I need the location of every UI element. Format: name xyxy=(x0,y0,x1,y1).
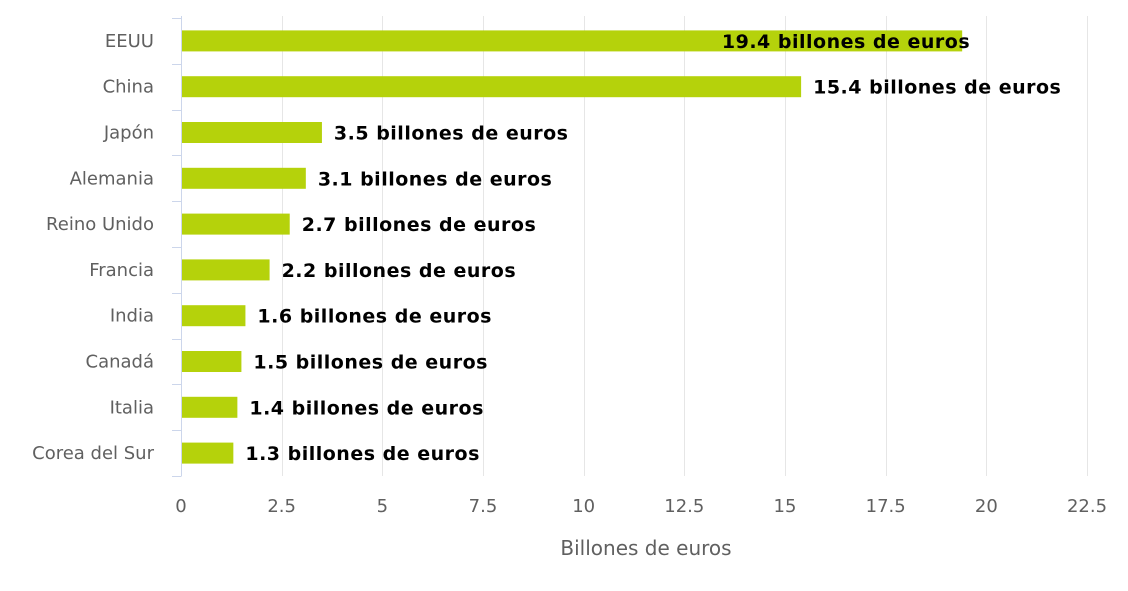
bar xyxy=(182,396,238,418)
x-tick-label: 15 xyxy=(774,496,797,517)
x-axis-title: Billones de euros xyxy=(560,536,731,560)
bar xyxy=(182,351,242,372)
x-tick-label: 5 xyxy=(377,496,388,517)
bar xyxy=(182,76,802,98)
category-label: EEUU xyxy=(105,31,154,52)
category-label: Italia xyxy=(110,397,154,418)
data-label: 1.4 billones de euros xyxy=(249,397,484,419)
data-label: 2.7 billones de euros xyxy=(302,214,537,236)
x-tick-label: 0 xyxy=(175,496,186,517)
data-label: 15.4 billones de euros xyxy=(813,77,1061,99)
x-tick-label: 10 xyxy=(572,496,595,517)
category-label: Alemania xyxy=(70,168,154,189)
data-label: 19.4 billones de euros xyxy=(722,31,970,53)
bars xyxy=(182,30,963,464)
x-tick-label: 20 xyxy=(975,496,998,517)
x-tick-label: 17.5 xyxy=(866,496,906,517)
data-label: 3.5 billones de euros xyxy=(334,123,569,145)
bar xyxy=(182,213,290,235)
category-label: India xyxy=(110,306,154,327)
category-label: Reino Unido xyxy=(46,214,154,235)
x-tick-label: 22.5 xyxy=(1067,496,1107,517)
data-label: 2.2 billones de euros xyxy=(282,260,517,282)
bar xyxy=(182,30,963,52)
data-labels: 19.4 billones de euros 15.4 billones de e… xyxy=(245,31,1061,465)
category-label: Canadá xyxy=(86,352,155,373)
axes xyxy=(172,16,182,477)
bar xyxy=(182,122,322,143)
category-label: Japón xyxy=(103,123,154,144)
category-label: Corea del Sur xyxy=(32,443,154,464)
category-labels: EEUU China Japón Alemania Reino Unido Francia… xyxy=(32,31,154,464)
x-tick-label: 7.5 xyxy=(469,496,498,517)
data-label: 3.1 billones de euros xyxy=(318,168,553,190)
data-label: 1.6 billones de euros xyxy=(257,306,492,328)
x-tick-labels: 0 2.5 5 7.5 10 12.5 15 17.5 20 22.5 xyxy=(175,496,1107,517)
bar xyxy=(182,442,234,464)
data-label: 1.3 billones de euros xyxy=(245,443,480,465)
bar xyxy=(182,167,306,189)
bar xyxy=(182,305,246,327)
x-tick-label: 12.5 xyxy=(664,496,704,517)
x-tick-label: 2.5 xyxy=(267,496,296,517)
category-label: Francia xyxy=(89,260,154,281)
data-label: 1.5 billones de euros xyxy=(253,352,488,374)
category-label: China xyxy=(103,77,154,98)
bar xyxy=(182,259,270,281)
